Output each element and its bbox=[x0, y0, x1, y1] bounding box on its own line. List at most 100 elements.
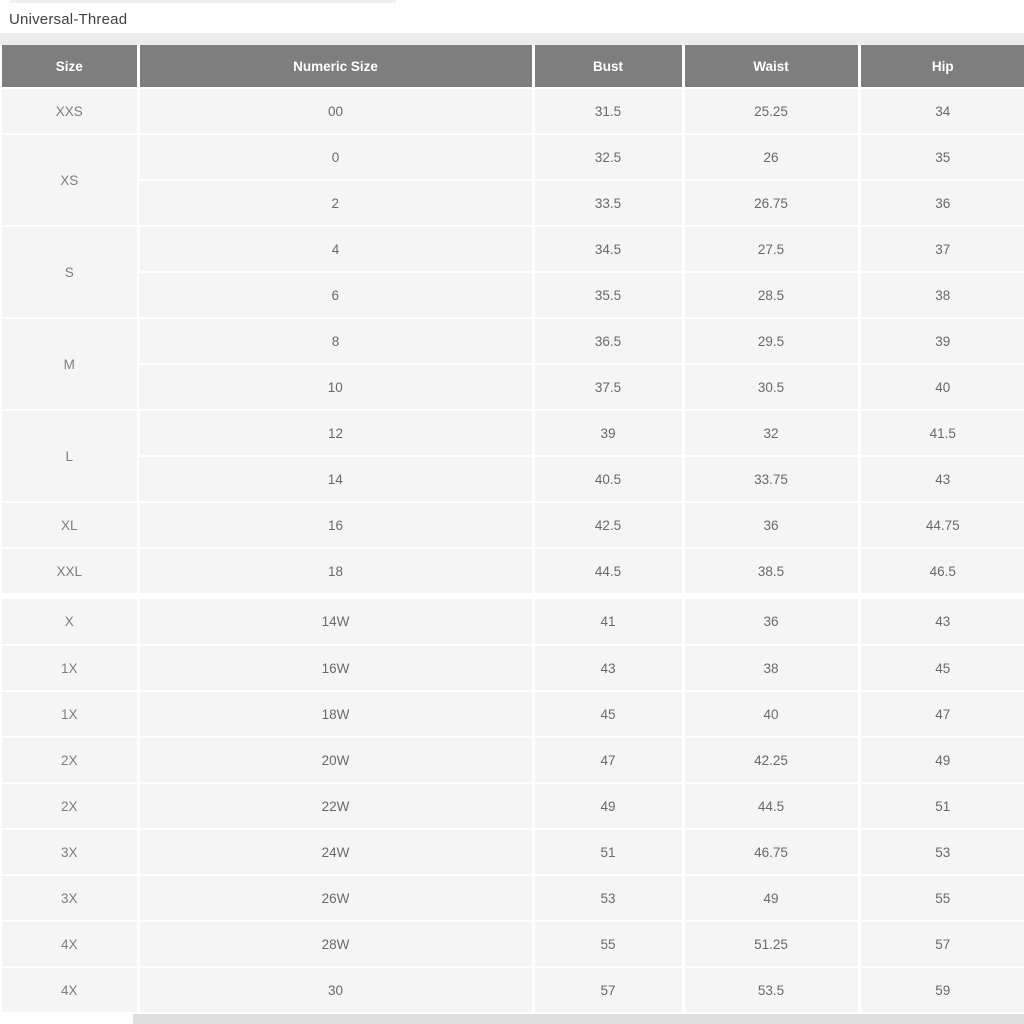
table-row: 14 40.5 33.75 43 bbox=[1, 456, 1024, 503]
table-row: 2X 22W 49 44.5 51 bbox=[0, 783, 1024, 830]
hip-cell: 53 bbox=[857, 829, 1024, 876]
bust-cell: 35.5 bbox=[531, 272, 683, 319]
table-row: X 14W 41 36 43 bbox=[0, 599, 1024, 646]
waist-cell: 36 bbox=[681, 502, 859, 549]
waist-cell: 46.75 bbox=[681, 829, 859, 876]
table-row: M 8 36.5 29.5 39 bbox=[0, 318, 1024, 411]
waist-cell: 51.25 bbox=[681, 921, 859, 968]
numeric-size-cell: 18W bbox=[136, 691, 533, 738]
waist-cell: 38.5 bbox=[681, 548, 859, 595]
numeric-size-cell: 14 bbox=[137, 456, 533, 503]
numeric-size-cell: 4 bbox=[136, 226, 533, 273]
numeric-size-cell: 20W bbox=[136, 737, 533, 784]
hip-cell: 38 bbox=[857, 272, 1024, 319]
hip-cell: 45 bbox=[857, 645, 1024, 692]
numeric-size-cell: 2 bbox=[137, 180, 533, 227]
table-row: 6 35.5 28.5 38 bbox=[1, 272, 1024, 319]
waist-cell: 29.5 bbox=[681, 318, 859, 365]
waist-cell: 27.5 bbox=[681, 226, 859, 273]
bust-cell: 41 bbox=[531, 599, 683, 646]
numeric-size-cell: 8 bbox=[136, 318, 533, 365]
numeric-size-cell: 28W bbox=[136, 921, 533, 968]
numeric-size-cell: 22W bbox=[136, 783, 533, 830]
numeric-size-cell: 24W bbox=[136, 829, 533, 876]
numeric-size-cell: 16 bbox=[136, 502, 533, 549]
size-group-cell: 4X bbox=[0, 921, 138, 968]
bust-cell: 40.5 bbox=[531, 456, 683, 503]
waist-cell: 33.75 bbox=[681, 456, 859, 503]
numeric-size-cell: 30 bbox=[136, 967, 533, 1014]
bust-cell: 36.5 bbox=[531, 318, 683, 365]
size-group-cell: L bbox=[0, 410, 138, 503]
waist-cell: 25.25 bbox=[681, 88, 859, 135]
size-group-cell: 1X bbox=[0, 691, 138, 738]
hip-cell: 55 bbox=[857, 875, 1024, 922]
bust-cell: 37.5 bbox=[531, 364, 683, 411]
hip-cell: 34 bbox=[857, 88, 1024, 135]
size-group-cell: X bbox=[0, 599, 138, 646]
size-group-cell: XXL bbox=[0, 548, 138, 595]
table-top-band bbox=[0, 33, 1024, 45]
waist-cell: 49 bbox=[681, 875, 859, 922]
numeric-size-cell: 18 bbox=[136, 548, 533, 595]
bust-cell: 44.5 bbox=[531, 548, 683, 595]
hip-cell: 37 bbox=[857, 226, 1024, 273]
numeric-size-cell: 10 bbox=[137, 364, 533, 411]
column-header-hip: Hip bbox=[857, 45, 1024, 89]
bust-cell: 57 bbox=[531, 967, 683, 1014]
bust-cell: 33.5 bbox=[531, 180, 683, 227]
numeric-size-cell: 26W bbox=[136, 875, 533, 922]
bust-cell: 49 bbox=[531, 783, 683, 830]
hip-cell: 46.5 bbox=[857, 548, 1024, 595]
hip-cell: 47 bbox=[857, 691, 1024, 738]
bust-cell: 34.5 bbox=[531, 226, 683, 273]
table-row: 1X 16W 43 38 45 bbox=[0, 645, 1024, 692]
numeric-size-cell: 12 bbox=[136, 410, 533, 457]
hip-cell: 39 bbox=[857, 318, 1024, 365]
size-group-cell: XL bbox=[0, 502, 138, 549]
top-divider bbox=[10, 0, 396, 3]
bust-cell: 42.5 bbox=[531, 502, 683, 549]
table-row: XL 16 42.5 36 44.75 bbox=[0, 502, 1024, 549]
table-row: 1X 18W 45 40 47 bbox=[0, 691, 1024, 738]
table-row: 4X 30 57 53.5 59 bbox=[0, 967, 1024, 1014]
bust-cell: 53 bbox=[531, 875, 683, 922]
size-group-cell: 4X bbox=[0, 967, 138, 1014]
size-group-cell: XXS bbox=[0, 88, 138, 135]
waist-cell: 38 bbox=[681, 645, 859, 692]
column-header-size: Size bbox=[0, 45, 138, 89]
table-row: 3X 24W 51 46.75 53 bbox=[0, 829, 1024, 876]
bust-cell: 55 bbox=[531, 921, 683, 968]
bust-cell: 39 bbox=[531, 410, 683, 457]
header-row: Size Numeric Size Bust Waist Hip bbox=[0, 45, 1024, 89]
size-chart-table-plus: X 14W 41 36 43 1X 16W 43 38 45 1X 18W 45 40 47 2X 20W 47 4… bbox=[0, 599, 1024, 1014]
size-group-cell: 1X bbox=[0, 645, 138, 692]
bust-cell: 47 bbox=[531, 737, 683, 784]
numeric-size-cell: 14W bbox=[136, 599, 533, 646]
hip-cell: 44.75 bbox=[857, 502, 1024, 549]
hip-cell: 40 bbox=[857, 364, 1024, 411]
hip-cell: 36 bbox=[857, 180, 1024, 227]
hip-cell: 43 bbox=[857, 456, 1024, 503]
table-row: 4X 28W 55 51.25 57 bbox=[0, 921, 1024, 968]
numeric-size-cell: 6 bbox=[137, 272, 533, 319]
table-row: 2X 20W 47 42.25 49 bbox=[0, 737, 1024, 784]
next-table-edge bbox=[133, 1014, 1024, 1024]
waist-cell: 26.75 bbox=[681, 180, 859, 227]
table-row: 10 37.5 30.5 40 bbox=[1, 364, 1024, 411]
hip-cell: 51 bbox=[857, 783, 1024, 830]
size-group-cell: 2X bbox=[0, 737, 138, 784]
table-row: 3X 26W 53 49 55 bbox=[0, 875, 1024, 922]
column-header-bust: Bust bbox=[531, 45, 683, 89]
column-header-waist: Waist bbox=[681, 45, 859, 89]
waist-cell: 36 bbox=[681, 599, 859, 646]
numeric-size-cell: 16W bbox=[136, 645, 533, 692]
hip-cell: 49 bbox=[857, 737, 1024, 784]
hip-cell: 43 bbox=[857, 599, 1024, 646]
waist-cell: 30.5 bbox=[681, 364, 859, 411]
hip-cell: 41.5 bbox=[857, 410, 1024, 457]
hip-cell: 35 bbox=[857, 134, 1024, 181]
column-header-numeric-size: Numeric Size bbox=[136, 45, 533, 89]
size-group-cell: M bbox=[0, 318, 138, 411]
waist-cell: 53.5 bbox=[681, 967, 859, 1014]
